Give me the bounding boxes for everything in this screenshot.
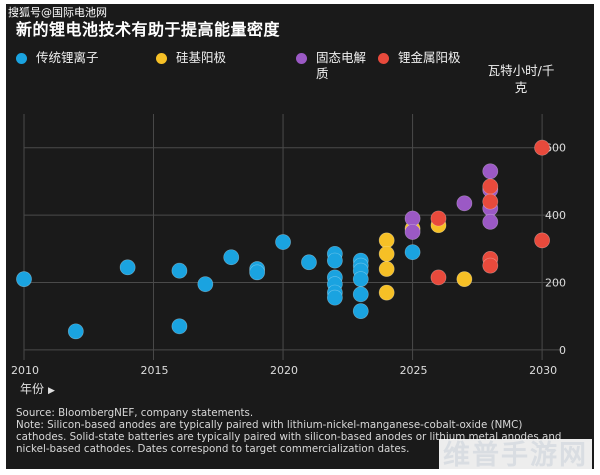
chart-title: 新的锂电池技术有助于提高能量密度: [16, 20, 281, 39]
y-tick-label: 600: [545, 142, 566, 155]
data-point-series-3: [534, 232, 550, 249]
data-point-series-2: [404, 224, 421, 240]
brand-watermark: 维普手游网: [439, 439, 592, 473]
data-point-series-3: [482, 193, 499, 210]
data-point-series-0: [16, 271, 32, 288]
data-point-series-2: [482, 163, 499, 180]
legend-swatch: [296, 53, 307, 64]
data-point-series-2: [482, 213, 499, 230]
data-point-series-3: [430, 269, 447, 286]
data-point-series-0: [119, 259, 136, 276]
data-point-series-0: [326, 252, 343, 269]
data-point-series-0: [352, 303, 369, 320]
legend-swatch: [156, 53, 167, 64]
data-point-series-0: [301, 254, 317, 271]
legend-label: 硅基阳极: [176, 50, 227, 65]
x-tick-label: 2020: [270, 364, 298, 377]
data-point-series-1: [378, 232, 395, 249]
legend-label: 传统锂离子: [36, 50, 99, 65]
x-axis-arrow-icon: ▶: [48, 386, 55, 396]
data-point-series-1: [378, 261, 395, 277]
data-point-series-2: [456, 195, 473, 212]
y-tick-label: 200: [545, 276, 566, 289]
source-notes: Source: BloombergNEF, company statements…: [16, 407, 571, 455]
data-point-series-0: [352, 271, 369, 288]
data-point-series-3: [534, 139, 550, 156]
data-point-series-0: [171, 262, 188, 279]
data-point-series-0: [223, 249, 240, 266]
legend-item-lithium-metal: 锂金属阳极: [378, 50, 488, 66]
data-point-series-1: [378, 284, 395, 301]
data-point-series-0: [352, 286, 369, 303]
data-point-series-0: [404, 244, 421, 261]
data-point-series-1: [378, 245, 395, 262]
x-axis-title-text: 年份: [20, 382, 45, 396]
data-point-series-3: [482, 178, 499, 195]
y-tick-label: 400: [545, 209, 566, 222]
data-point-series-0: [171, 318, 188, 335]
legend-label: 固态电解质: [316, 50, 367, 81]
data-point-series-0: [275, 234, 291, 250]
data-point-series-0: [249, 264, 266, 281]
data-point-series-3: [482, 257, 499, 274]
x-tick-label: 2010: [11, 364, 39, 377]
data-point-series-0: [326, 289, 343, 306]
y-axis-unit-label: 瓦特小时/千克: [487, 63, 555, 95]
legend-swatch: [378, 53, 389, 64]
data-point-series-3: [430, 210, 447, 227]
legend-swatch: [16, 53, 27, 64]
legend-label: 锂金属阳极: [398, 50, 461, 65]
legend-item-solid-state: 固态电解质: [296, 50, 368, 82]
chart-legend: 传统锂离子 硅基阳极 固态电解质 锂金属阳极: [6, 50, 594, 90]
chart-frame: 搜狐号@国际电池网 新的锂电池技术有助于提高能量密度 传统锂离子 硅基阳极 固态…: [6, 4, 594, 469]
legend-item-conventional: 传统锂离子: [16, 50, 126, 66]
data-point-series-0: [197, 276, 214, 293]
data-point-series-2: [404, 210, 421, 227]
legend-item-silicon: 硅基阳极: [156, 50, 256, 66]
x-axis-title: 年份 ▶: [20, 380, 55, 397]
y-tick-label: 0: [559, 344, 566, 357]
x-tick-label: 2030: [529, 364, 557, 377]
source-watermark: 搜狐号@国际电池网: [8, 6, 107, 19]
data-point-series-1: [456, 271, 473, 288]
x-tick-label: 2015: [141, 364, 169, 377]
data-point-series-0: [67, 323, 84, 340]
source-notes-text: Source: BloombergNEF, company statements…: [16, 407, 562, 455]
x-tick-label: 2025: [400, 364, 428, 377]
